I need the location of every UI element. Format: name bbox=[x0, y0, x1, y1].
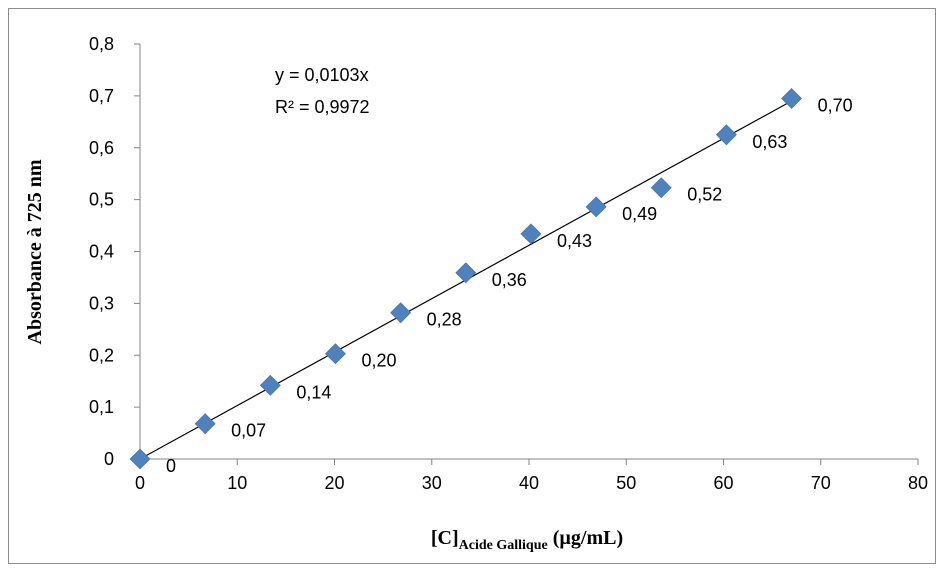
data-label: 0,07 bbox=[231, 421, 266, 441]
data-label: 0,14 bbox=[296, 382, 331, 402]
y-tick-label: 0,7 bbox=[89, 86, 114, 106]
x-axis-title-main: [C] bbox=[431, 527, 459, 549]
y-tick-label: 0,1 bbox=[89, 397, 114, 417]
x-tick-label: 60 bbox=[713, 473, 733, 493]
y-tick-label: 0,5 bbox=[89, 190, 114, 210]
data-label: 0,43 bbox=[557, 231, 592, 251]
data-point bbox=[781, 88, 802, 109]
y-axis-title: Absorbance à 725 nm bbox=[24, 159, 46, 344]
data-point bbox=[325, 343, 346, 365]
y-tick-label: 0,3 bbox=[89, 293, 114, 313]
y-tick-label: 0,8 bbox=[89, 34, 114, 54]
data-label: 0,36 bbox=[492, 270, 527, 290]
x-tick-label: 70 bbox=[811, 473, 831, 493]
chart-frame bbox=[8, 8, 936, 564]
data-points bbox=[129, 88, 802, 470]
data-label: 0,70 bbox=[818, 95, 853, 115]
x-axis-title-unit: (µg/mL) bbox=[548, 527, 623, 549]
y-tick-label: 0,4 bbox=[89, 242, 114, 262]
axes bbox=[139, 44, 918, 460]
data-point bbox=[715, 124, 737, 146]
data-label: 0,63 bbox=[752, 132, 787, 152]
x-tick-label: 50 bbox=[616, 473, 636, 493]
x-tick-label: 20 bbox=[324, 473, 344, 493]
trendline-equation: y = 0,0103x bbox=[275, 65, 369, 85]
data-label: 0 bbox=[166, 456, 176, 476]
x-axis-title-sub: Acide Gallique bbox=[459, 538, 548, 553]
data-point bbox=[650, 177, 672, 199]
data-point bbox=[129, 448, 151, 470]
x-ticks: 0 10 20 30 40 50 60 70 80 bbox=[135, 459, 928, 493]
data-label: 0,28 bbox=[427, 310, 462, 330]
data-point bbox=[520, 223, 542, 245]
trendline-r2: R² = 0,9972 bbox=[275, 97, 370, 117]
y-tick-label: 0,2 bbox=[89, 345, 114, 365]
data-label: 0,20 bbox=[361, 351, 396, 371]
x-tick-label: 10 bbox=[227, 473, 247, 493]
x-tick-label: 80 bbox=[908, 473, 928, 493]
data-point bbox=[455, 262, 477, 284]
data-label: 0,52 bbox=[687, 185, 722, 205]
data-point bbox=[390, 302, 412, 324]
x-tick-label: 40 bbox=[519, 473, 539, 493]
x-tick-label: 0 bbox=[135, 473, 145, 493]
data-point bbox=[585, 196, 607, 218]
x-tick-label: 30 bbox=[422, 473, 442, 493]
data-labels: 0 0,07 0,14 0,20 0,28 0,36 0,43 0,49 0,52 0,63 0,7… bbox=[166, 95, 853, 476]
data-point bbox=[194, 413, 216, 435]
y-ticks: 0 0,1 0,2 0,3 0,4 0,5 0,6 0,7 0,8 bbox=[89, 34, 140, 469]
data-point bbox=[259, 374, 281, 396]
data-label: 0,49 bbox=[622, 204, 657, 224]
x-axis-title: [C]Acide Gallique (µg/mL) bbox=[431, 527, 623, 553]
y-tick-label: 0,6 bbox=[89, 138, 114, 158]
y-tick-label: 0 bbox=[104, 449, 114, 469]
